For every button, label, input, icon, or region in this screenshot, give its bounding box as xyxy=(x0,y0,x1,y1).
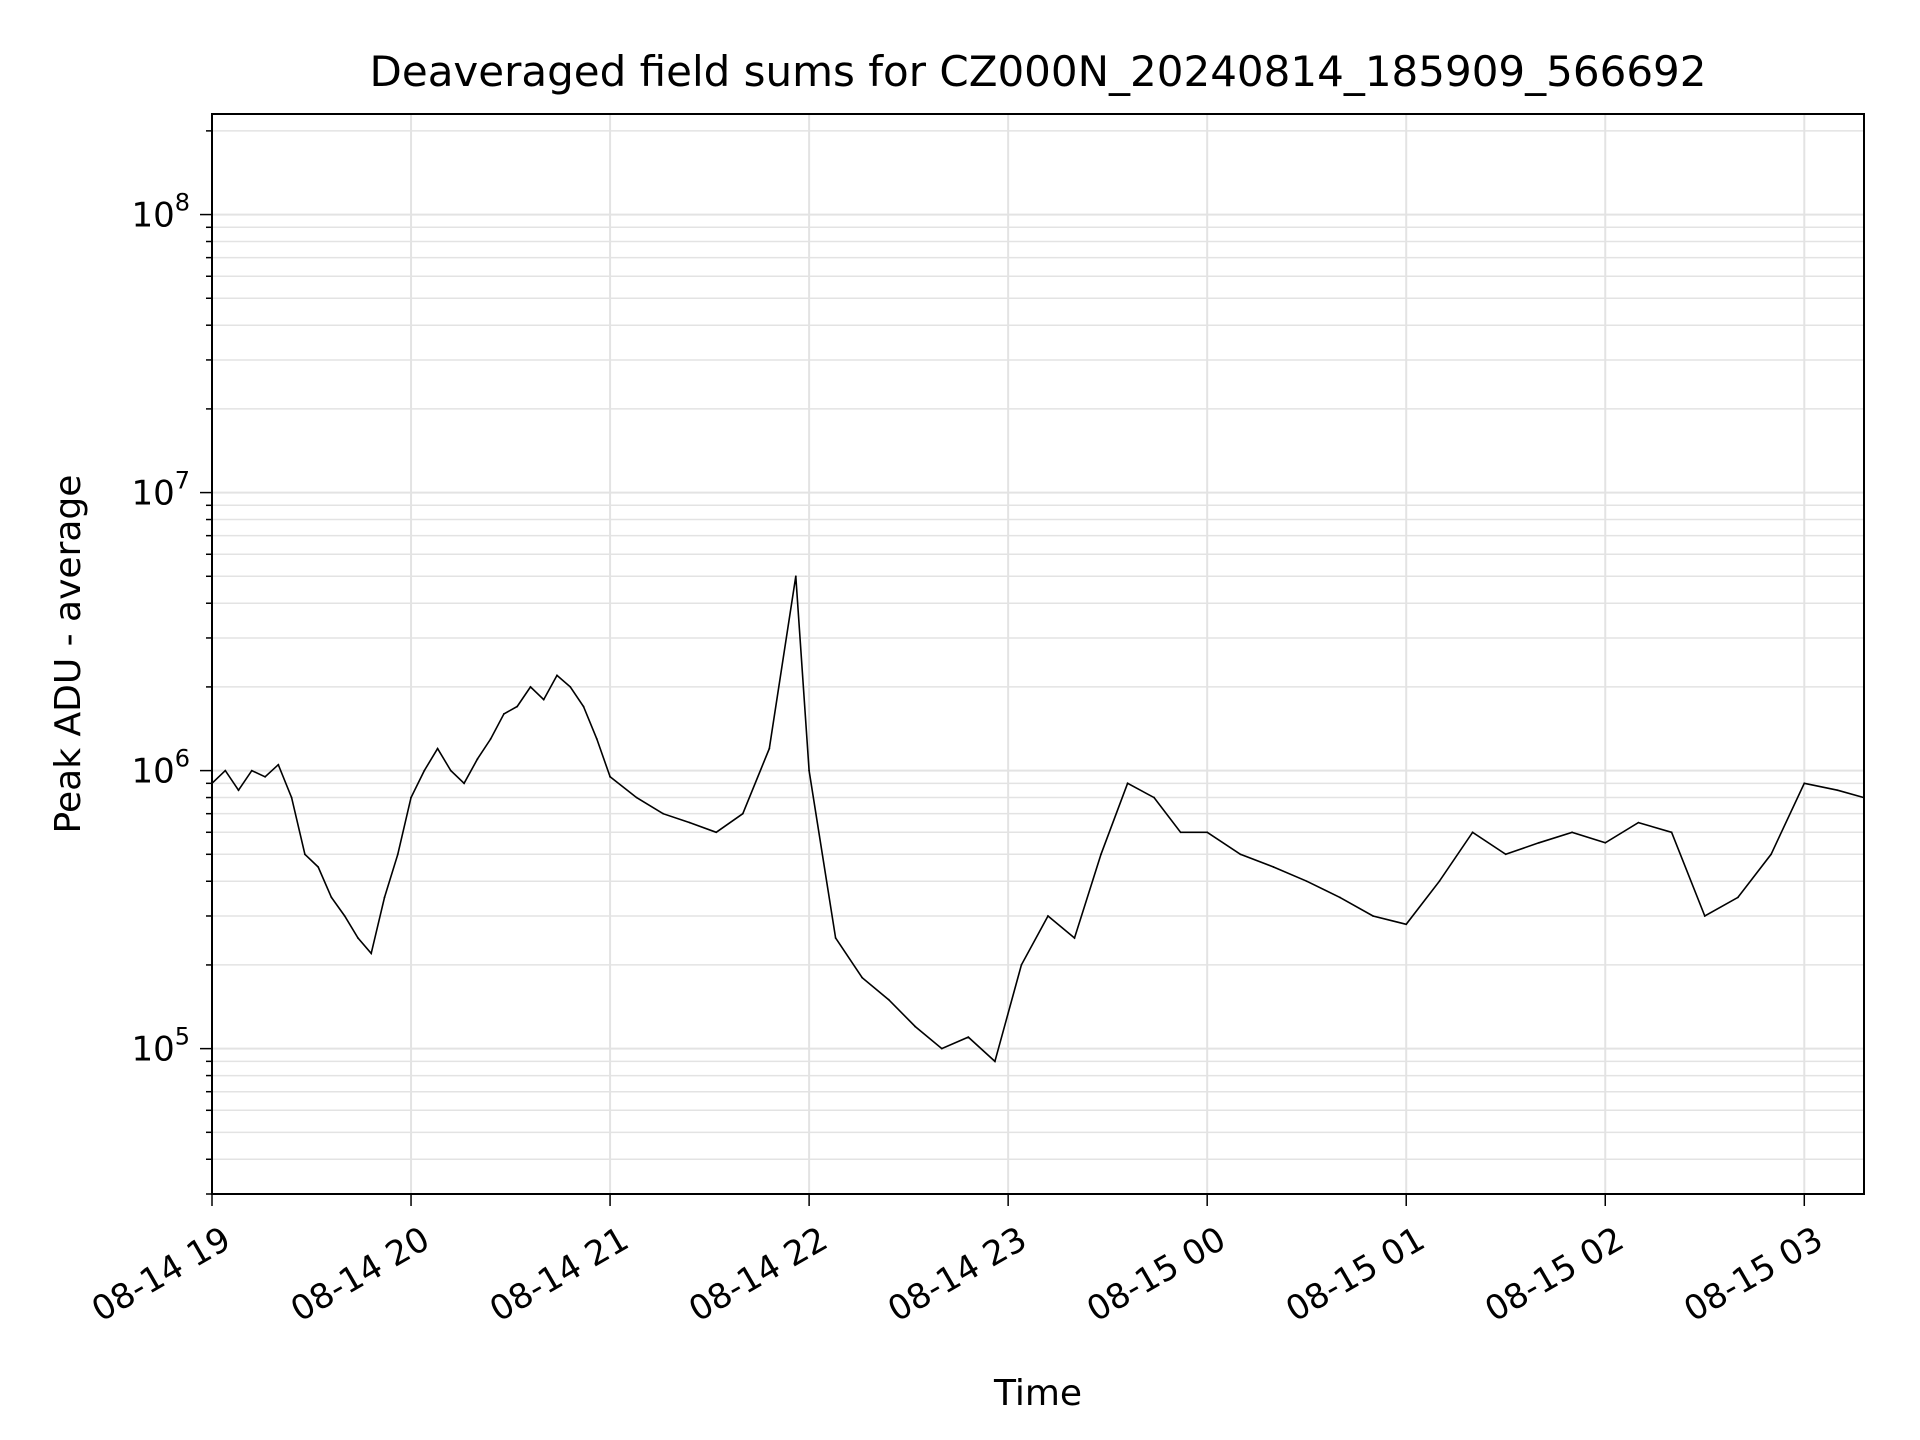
data-point xyxy=(808,769,811,772)
x-tick-label: 08-14 23 xyxy=(881,1219,1033,1330)
data-point xyxy=(582,705,585,708)
data-point xyxy=(290,796,293,799)
data-point xyxy=(224,769,227,772)
grid-layer xyxy=(211,114,1864,1195)
chart-title: Deaveraged field sums for CZ000N_2024081… xyxy=(370,47,1707,96)
data-point xyxy=(1836,789,1839,792)
data-point xyxy=(1047,915,1049,917)
data-point xyxy=(1803,782,1806,785)
data-point xyxy=(476,758,479,761)
data-point xyxy=(662,812,665,815)
data-point xyxy=(967,1036,970,1039)
data-point xyxy=(1471,831,1474,834)
x-tick-label: 08-14 19 xyxy=(85,1219,237,1330)
data-point xyxy=(1100,853,1102,856)
data-point xyxy=(556,674,558,677)
data-point xyxy=(1153,796,1156,799)
data-point xyxy=(237,789,240,792)
data-point xyxy=(1770,853,1773,856)
data-point xyxy=(343,915,346,917)
x-tick-label: 08-15 00 xyxy=(1080,1219,1232,1330)
data-point xyxy=(1179,831,1182,834)
data-point xyxy=(250,769,253,772)
data-point xyxy=(423,769,426,772)
x-tick-label: 08-14 21 xyxy=(483,1219,635,1330)
data-point xyxy=(741,812,744,815)
data-point xyxy=(595,738,598,740)
data-point xyxy=(609,775,611,778)
x-tick-label: 08-15 02 xyxy=(1478,1219,1630,1330)
data-point xyxy=(1737,896,1739,899)
y-tick-label: 105 xyxy=(131,1023,190,1070)
data-point xyxy=(330,896,333,899)
data-point xyxy=(914,1025,917,1028)
data-point xyxy=(635,796,638,799)
y-tick-label: 107 xyxy=(131,467,190,514)
data-point xyxy=(1670,831,1673,834)
data-point xyxy=(489,738,492,740)
data-point xyxy=(436,747,439,750)
data-point xyxy=(1405,923,1408,926)
data-point xyxy=(887,998,890,1001)
data-point xyxy=(370,952,373,955)
series-layer xyxy=(211,575,1865,1063)
data-point xyxy=(449,769,452,772)
data-point xyxy=(410,796,412,799)
y-axis-label: Peak ADU - average xyxy=(48,475,89,834)
data-point xyxy=(529,686,532,688)
data-point xyxy=(688,821,691,824)
data-point xyxy=(303,853,306,856)
data-point xyxy=(383,896,386,899)
data-point xyxy=(1703,915,1706,917)
data-point xyxy=(396,853,399,856)
data-point xyxy=(1504,853,1507,856)
data-point xyxy=(1239,853,1242,856)
y-tick-label: 106 xyxy=(131,745,190,792)
data-point xyxy=(1206,831,1209,834)
data-point xyxy=(1571,831,1573,834)
data-point xyxy=(768,747,771,750)
data-point xyxy=(1073,937,1076,939)
data-point xyxy=(794,575,797,578)
data-point xyxy=(277,763,280,766)
data-point xyxy=(1604,841,1607,844)
x-tick-label: 08-14 20 xyxy=(284,1219,436,1330)
data-point xyxy=(317,866,320,868)
series-line xyxy=(211,576,1865,1063)
data-point xyxy=(861,976,864,979)
data-point xyxy=(542,698,545,701)
x-axis-label: Time xyxy=(993,1373,1082,1414)
data-point xyxy=(1438,880,1441,883)
data-point xyxy=(834,937,837,939)
tick-layer: 105 106 107 108 08-14 19 08-14 20 08-14 21 08-1… xyxy=(85,130,1830,1330)
data-point xyxy=(264,775,266,778)
data-point xyxy=(569,686,572,688)
data-point xyxy=(1637,821,1640,824)
data-point xyxy=(1020,964,1023,966)
data-point xyxy=(463,782,466,785)
data-point xyxy=(516,705,519,708)
y-tick-label: 108 xyxy=(131,189,190,236)
data-point xyxy=(503,712,505,715)
x-tick-label: 08-15 03 xyxy=(1677,1219,1829,1330)
data-point xyxy=(1305,880,1308,883)
data-point xyxy=(1372,915,1374,917)
data-point xyxy=(357,937,359,939)
data-point xyxy=(1126,782,1129,785)
plot-frame xyxy=(211,113,1865,1195)
data-point xyxy=(715,831,718,834)
data-point xyxy=(993,1060,996,1063)
data-point xyxy=(940,1047,943,1050)
x-tick-label: 08-14 22 xyxy=(682,1219,834,1330)
data-point xyxy=(1272,866,1275,868)
data-point xyxy=(1338,896,1341,899)
x-tick-label: 08-15 01 xyxy=(1279,1219,1431,1330)
data-point xyxy=(1538,841,1540,844)
